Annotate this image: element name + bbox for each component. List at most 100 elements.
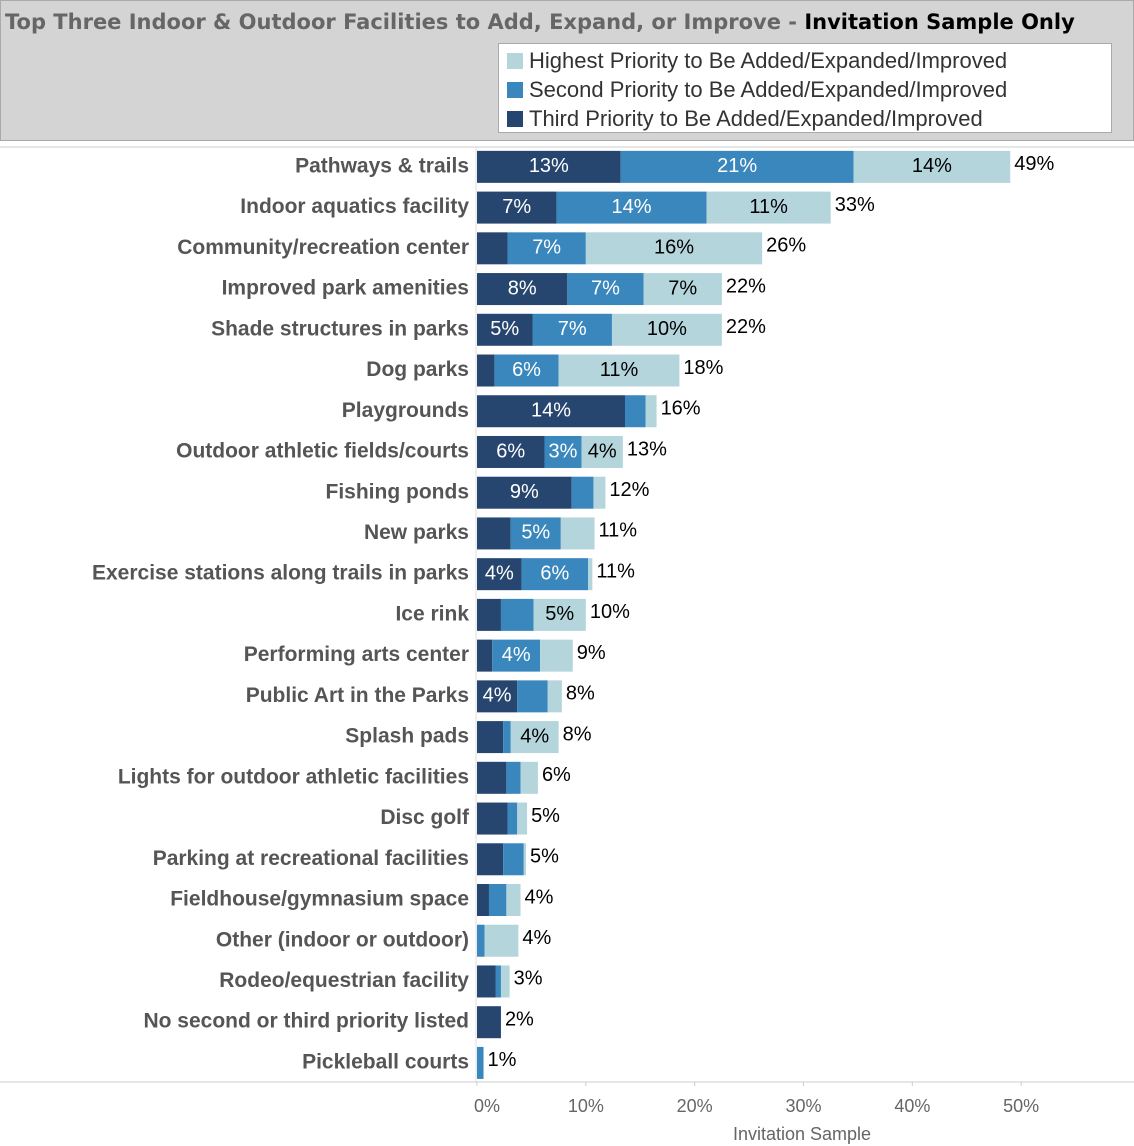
y-tick-label: Pathways & trails (295, 154, 469, 177)
total-label: 22% (726, 316, 766, 338)
bar-segment (706, 191, 831, 224)
y-tick-label: Exercise stations along trails in parks (92, 562, 469, 585)
value-label: 6% (496, 440, 525, 462)
y-tick-label: Community/recreation center (177, 236, 469, 259)
total-label: 1% (488, 1049, 517, 1071)
y-tick-label: Parking at recreational facilities (153, 847, 469, 870)
bar-segment (571, 476, 594, 509)
legend-swatch (507, 82, 523, 98)
value-label: 6% (540, 562, 569, 584)
y-tick-label: Shade structures in parks (211, 317, 469, 340)
total-label: 5% (530, 846, 559, 868)
bar-segment (477, 1046, 484, 1079)
title-emphasis: Invitation Sample Only (804, 10, 1075, 34)
value-label: 5% (490, 318, 519, 340)
value-label: 14% (912, 155, 952, 177)
x-tick-label: 30% (785, 1096, 821, 1116)
bar-segment (585, 232, 763, 265)
y-tick-label: Improved park amenities (222, 277, 469, 300)
legend: Highest Priority to Be Added/Expanded/Im… (498, 43, 1112, 133)
x-tick-label: 10% (568, 1096, 604, 1116)
legend-item: Second Priority to Be Added/Expanded/Imp… (507, 75, 1007, 104)
bar-segment (853, 150, 1011, 183)
total-label: 5% (531, 805, 560, 827)
bar-segment (477, 150, 621, 183)
legend-swatch (507, 53, 523, 69)
bar-segment (521, 558, 589, 591)
value-label: 7% (532, 237, 561, 259)
value-label: 4% (520, 725, 549, 747)
bar-segment (484, 924, 519, 957)
bar-segment (477, 965, 496, 998)
x-tick-label: 40% (894, 1096, 930, 1116)
y-tick-label: No second or third priority listed (143, 1010, 469, 1033)
y-tick-label: Playgrounds (342, 399, 469, 422)
x-tick-label: 0% (474, 1096, 500, 1116)
total-label: 11% (599, 520, 638, 542)
bar-segment (477, 313, 533, 346)
bar-segment (494, 354, 559, 387)
legend-swatch (507, 111, 523, 127)
bar-segment (477, 639, 493, 672)
bar-segment (495, 965, 501, 998)
bar-segment (477, 476, 572, 509)
bar-segment (620, 150, 854, 183)
bar-segment (477, 680, 518, 713)
y-tick-label: Disc golf (380, 806, 470, 829)
total-label: 4% (522, 927, 551, 949)
bar-segment (520, 761, 538, 794)
total-label: 8% (563, 723, 592, 745)
y-tick-label: Ice rink (395, 602, 469, 625)
total-label: 33% (835, 194, 875, 216)
total-label: 49% (1014, 153, 1054, 175)
bar-segment (500, 598, 534, 631)
bar-segment (477, 435, 545, 468)
legend-label: Highest Priority to Be Added/Expanded/Im… (529, 48, 1008, 73)
total-label: 18% (683, 357, 723, 379)
total-label: 11% (596, 560, 635, 582)
y-tick-label: Indoor aquatics facility (240, 195, 469, 218)
y-tick-label: Dog parks (366, 358, 469, 381)
bar-segment (540, 639, 573, 672)
value-label: 16% (654, 237, 694, 259)
value-label: 8% (508, 277, 537, 299)
value-label: 7% (668, 277, 697, 299)
value-label: 11% (600, 359, 639, 381)
chart-title: Top Three Indoor & Outdoor Facilities to… (5, 7, 1129, 37)
legend-label: Third Priority to Be Added/Expanded/Impr… (529, 106, 983, 131)
bar-segment (477, 517, 511, 550)
bar-segment (593, 476, 606, 509)
bar-segment (477, 558, 522, 591)
bar-segment (506, 761, 521, 794)
value-label: 7% (591, 277, 620, 299)
y-tick-label: Outdoor athletic fields/courts (176, 440, 469, 463)
bar-segment (625, 395, 646, 428)
bar-segment (517, 802, 528, 835)
total-label: 26% (766, 235, 806, 257)
bar-segment (477, 843, 504, 876)
total-label: 10% (590, 601, 630, 623)
value-label: 4% (483, 685, 512, 707)
bar-segment (510, 517, 561, 550)
bar-segment (477, 191, 557, 224)
bar-segment (477, 721, 504, 754)
total-label: 9% (577, 642, 606, 664)
total-label: 22% (726, 275, 766, 297)
bar-segment (547, 680, 562, 713)
bar-segment (558, 354, 680, 387)
bar-segment (507, 802, 518, 835)
value-label: 4% (485, 562, 514, 584)
bar-segment (506, 884, 521, 917)
value-label: 14% (531, 400, 571, 422)
bar-segment (544, 435, 582, 468)
bar-segment (645, 395, 657, 428)
title-text: Top Three Indoor & Outdoor Facilities to… (5, 10, 798, 34)
value-label: 13% (529, 155, 569, 177)
bar-segment (532, 313, 612, 346)
bar-segment (477, 884, 489, 917)
x-tick-label: 20% (677, 1096, 713, 1116)
y-tick-label: New parks (364, 521, 469, 544)
legend-label: Second Priority to Be Added/Expanded/Imp… (529, 77, 1008, 102)
bar-segment (488, 884, 507, 917)
bar-segment (507, 232, 586, 265)
